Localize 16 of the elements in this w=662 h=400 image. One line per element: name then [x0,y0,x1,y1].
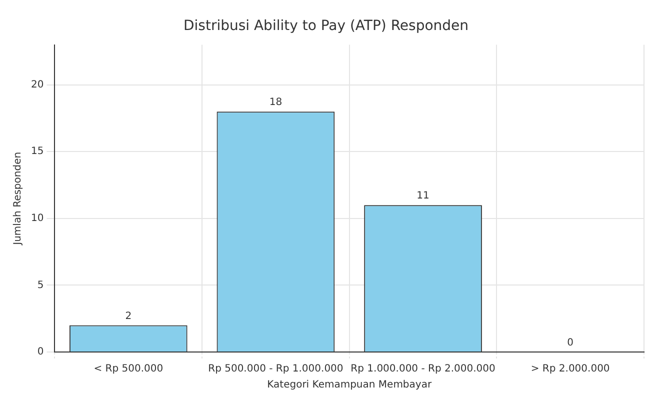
x-tick-label: Rp 1.000.000 - Rp 2.000.000 [350,364,496,375]
data-label: 0 [567,338,574,349]
y-tick-label: 5 [37,280,44,291]
chart-title: Distribusi Ability to Pay (ATP) Responden [183,18,469,34]
x-tick-label: < Rp 500.000 [94,364,164,375]
y-tick-label: 10 [30,213,44,224]
y-tick-label: 0 [37,346,44,358]
data-label: 2 [125,310,132,322]
data-label: 11 [416,190,430,202]
y-tick-label: 15 [30,146,44,158]
y-axis-title: Jumlah Responden [12,152,24,246]
x-tick-label: > Rp 2.000.000 [530,364,610,375]
y-tick-label: 20 [30,79,44,90]
x-tick-label: Rp 500.000 - Rp 1.000.000 [208,364,344,375]
data-label: 18 [269,97,282,108]
x-axis-title: Kategori Kemampuan Membayar [267,380,432,391]
